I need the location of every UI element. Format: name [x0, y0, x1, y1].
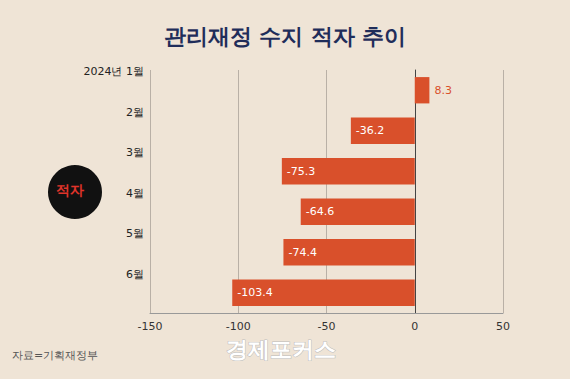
- svg-text:8.3: 8.3: [434, 84, 452, 97]
- svg-text:3월: 3월: [126, 146, 144, 159]
- svg-text:2월: 2월: [126, 106, 144, 119]
- svg-text:2024년 1월: 2024년 1월: [84, 65, 145, 78]
- svg-text:-50: -50: [318, 320, 336, 333]
- svg-text:-103.4: -103.4: [237, 286, 272, 299]
- svg-text:0: 0: [411, 320, 418, 333]
- svg-text:-36.2: -36.2: [356, 124, 384, 137]
- svg-text:-100: -100: [226, 320, 251, 333]
- svg-text:-75.3: -75.3: [287, 165, 315, 178]
- svg-text:50: 50: [496, 320, 510, 333]
- svg-text:자료=기획재정부: 자료=기획재정부: [12, 349, 98, 362]
- svg-text:-64.6: -64.6: [306, 205, 334, 218]
- svg-text:6월: 6월: [126, 268, 144, 281]
- svg-text:적자: 적자: [56, 182, 84, 198]
- svg-text:5월: 5월: [126, 227, 144, 240]
- svg-text:-74.4: -74.4: [288, 246, 316, 259]
- svg-text:-150: -150: [138, 320, 163, 333]
- svg-text:4월: 4월: [126, 187, 144, 200]
- svg-text:경제포커스: 경제포커스: [226, 337, 336, 362]
- svg-text:관리재정 수지 적자 추이: 관리재정 수지 적자 추이: [164, 24, 407, 49]
